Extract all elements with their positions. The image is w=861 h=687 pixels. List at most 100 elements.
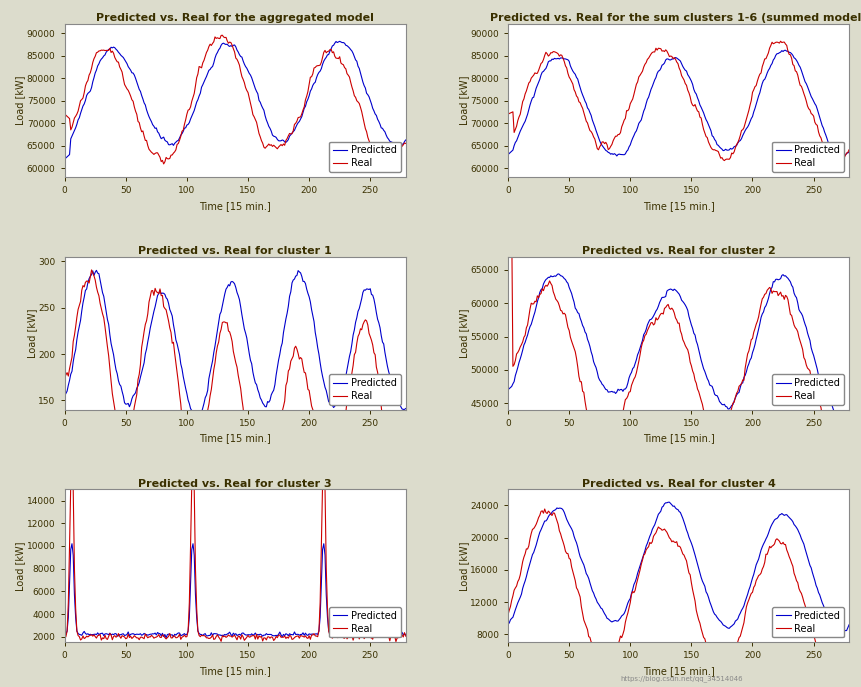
Real	[342, 69, 352, 78]
X-axis label: Time [15 min.]: Time [15 min.]	[199, 666, 270, 676]
Real	[255, 512, 265, 520]
Text: https://blog.csdn.net/qq_34514046: https://blog.csdn.net/qq_34514046	[620, 675, 742, 682]
Y-axis label: Load [kW]: Load [kW]	[458, 308, 468, 358]
Real	[831, 161, 841, 169]
Real	[345, 379, 356, 387]
Legend: Predicted, Real: Predicted, Real	[328, 374, 400, 405]
Real	[272, 442, 282, 451]
Predicted	[67, 539, 77, 548]
Real	[697, 633, 708, 642]
Real	[831, 682, 841, 687]
Predicted	[400, 405, 411, 413]
Real	[400, 632, 411, 640]
Predicted	[697, 109, 708, 117]
Predicted	[697, 365, 708, 373]
Real	[255, 133, 265, 141]
Predicted	[112, 46, 122, 54]
Predicted	[785, 49, 796, 58]
Line: Real: Real	[507, 223, 848, 444]
Line: Predicted: Predicted	[507, 274, 848, 416]
Y-axis label: Load [kW]: Load [kW]	[458, 541, 468, 591]
Real	[400, 139, 411, 148]
Predicted	[834, 627, 845, 635]
Predicted	[223, 42, 233, 50]
Predicted	[269, 133, 280, 141]
Predicted	[272, 364, 282, 372]
Predicted	[91, 267, 102, 275]
Real	[258, 513, 269, 521]
Real	[59, 110, 70, 118]
Real	[224, 632, 234, 640]
Title: Predicted vs. Real for cluster 3: Predicted vs. Real for cluster 3	[139, 479, 331, 488]
Real	[390, 638, 400, 646]
Real	[270, 632, 281, 640]
Predicted	[843, 409, 853, 417]
Predicted	[667, 55, 678, 63]
Predicted	[784, 278, 795, 286]
Real	[697, 406, 708, 414]
Predicted	[552, 270, 562, 278]
Predicted	[345, 348, 356, 356]
Title: Predicted vs. Real for the sum clusters 1-6 (summed model): Predicted vs. Real for the sum clusters …	[490, 13, 861, 23]
Line: Predicted: Predicted	[507, 502, 848, 631]
Real	[787, 562, 797, 570]
Real	[344, 633, 354, 642]
Predicted	[667, 502, 678, 510]
Real	[712, 148, 722, 156]
Predicted	[667, 286, 678, 295]
Predicted	[788, 54, 798, 62]
Predicted	[343, 630, 353, 638]
Predicted	[161, 633, 171, 642]
Y-axis label: Load [kW]: Load [kW]	[458, 76, 468, 125]
Title: Predicted vs. Real for the aggregated model: Predicted vs. Real for the aggregated mo…	[96, 13, 374, 23]
Predicted	[839, 412, 850, 420]
Predicted	[226, 278, 236, 286]
Real	[502, 219, 512, 227]
Predicted	[191, 418, 201, 427]
Predicted	[334, 37, 344, 45]
Title: Predicted vs. Real for cluster 1: Predicted vs. Real for cluster 1	[138, 246, 331, 256]
Predicted	[59, 155, 70, 164]
Line: Real: Real	[65, 35, 406, 165]
Real	[113, 420, 123, 429]
Predicted	[344, 44, 354, 52]
Real	[224, 328, 234, 336]
Real	[787, 316, 797, 324]
Predicted	[226, 631, 236, 639]
Real	[342, 635, 352, 643]
Predicted	[843, 148, 853, 157]
Real	[784, 311, 795, 319]
X-axis label: Time [15 min.]: Time [15 min.]	[642, 433, 714, 443]
Predicted	[400, 631, 411, 639]
Real	[667, 537, 678, 545]
Real	[787, 60, 797, 69]
Predicted	[779, 46, 790, 54]
Legend: Predicted, Real: Predicted, Real	[771, 607, 843, 638]
X-axis label: Time [15 min.]: Time [15 min.]	[199, 201, 270, 211]
Real	[59, 373, 70, 381]
Predicted	[113, 632, 123, 640]
Title: Predicted vs. Real for cluster 4: Predicted vs. Real for cluster 4	[581, 479, 775, 488]
Real	[539, 505, 549, 513]
Predicted	[554, 54, 565, 62]
Real	[67, 474, 77, 482]
Title: Predicted vs. Real for cluster 2: Predicted vs. Real for cluster 2	[581, 246, 775, 256]
Real	[502, 110, 512, 118]
Predicted	[343, 359, 353, 367]
Real	[556, 534, 567, 542]
Predicted	[59, 392, 70, 400]
Predicted	[59, 632, 70, 640]
Predicted	[697, 579, 708, 587]
Predicted	[714, 143, 724, 151]
Line: Predicted: Predicted	[507, 50, 848, 156]
Real	[217, 31, 227, 39]
Predicted	[345, 630, 356, 638]
Legend: Predicted, Real: Predicted, Real	[328, 142, 400, 172]
X-axis label: Time [15 min.]: Time [15 min.]	[642, 201, 714, 211]
Legend: Predicted, Real: Predicted, Real	[328, 607, 400, 638]
Real	[714, 425, 724, 433]
X-axis label: Time [15 min.]: Time [15 min.]	[642, 666, 714, 676]
Predicted	[843, 620, 853, 629]
Line: Predicted: Predicted	[65, 41, 406, 159]
Y-axis label: Load [kW]: Load [kW]	[27, 308, 37, 358]
